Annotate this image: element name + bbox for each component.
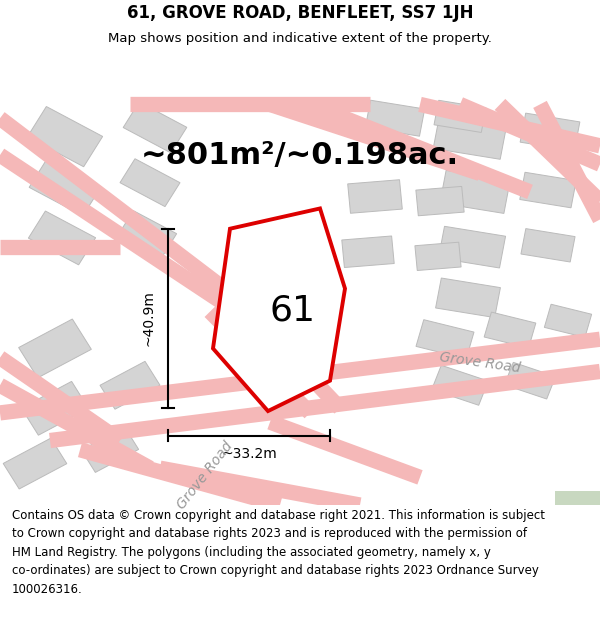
Polygon shape xyxy=(555,491,600,505)
Bar xyxy=(520,113,580,151)
Bar xyxy=(434,100,486,132)
Bar xyxy=(416,320,474,359)
Bar xyxy=(3,438,67,489)
Text: Map shows position and indicative extent of the property.: Map shows position and indicative extent… xyxy=(108,32,492,45)
Text: ~801m²/~0.198ac.: ~801m²/~0.198ac. xyxy=(141,141,459,169)
Text: Contains OS data © Crown copyright and database right 2021. This information is : Contains OS data © Crown copyright and d… xyxy=(12,509,545,596)
Bar xyxy=(439,226,506,268)
Bar xyxy=(100,361,160,409)
Bar xyxy=(432,365,488,405)
Text: ~33.2m: ~33.2m xyxy=(221,448,277,461)
Text: 61, GROVE ROAD, BENFLEET, SS7 1JH: 61, GROVE ROAD, BENFLEET, SS7 1JH xyxy=(127,4,473,22)
Text: ~40.9m: ~40.9m xyxy=(141,291,155,346)
Bar xyxy=(484,312,536,348)
Bar xyxy=(123,102,187,153)
Bar xyxy=(19,319,91,378)
Bar xyxy=(28,211,95,265)
Text: Grove Road: Grove Road xyxy=(439,349,521,375)
Bar xyxy=(440,171,510,213)
Bar xyxy=(544,304,592,338)
Bar xyxy=(28,106,103,167)
Bar xyxy=(520,173,576,208)
Bar xyxy=(82,427,139,472)
Bar xyxy=(521,229,575,262)
Bar xyxy=(416,186,464,216)
Bar xyxy=(22,381,89,435)
Bar xyxy=(433,114,507,159)
Text: Grove Road: Grove Road xyxy=(175,439,236,512)
Bar xyxy=(365,100,425,136)
Polygon shape xyxy=(213,209,345,411)
Bar xyxy=(436,278,500,318)
Bar xyxy=(342,236,394,268)
Text: 61: 61 xyxy=(269,294,316,328)
Bar xyxy=(348,180,402,213)
Bar xyxy=(119,211,176,256)
Bar xyxy=(29,159,101,216)
Bar xyxy=(505,362,556,399)
Bar xyxy=(120,159,180,207)
Bar xyxy=(415,242,461,271)
